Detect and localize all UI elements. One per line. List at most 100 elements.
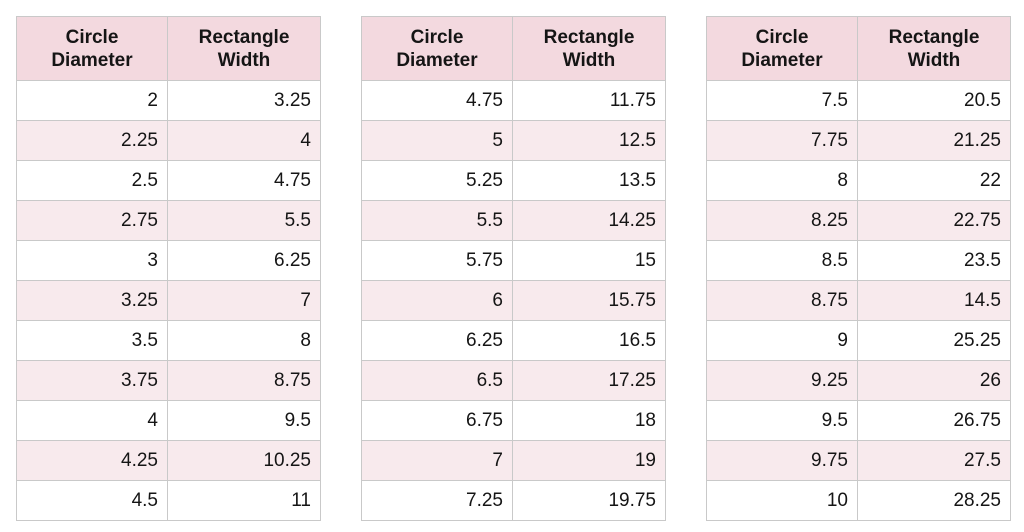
circle-diameter-cell: 2 [16, 80, 168, 121]
table-3: Circle Diameter Rectangle Width 7.5 20.5 7.7… [706, 16, 1011, 521]
table-2: Circle Diameter Rectangle Width 4.75 11.75 5… [361, 16, 666, 521]
circle-diameter-cell: 10 [706, 480, 858, 521]
rectangle-width-cell: 8 [167, 320, 321, 361]
rectangle-width-cell: 11.75 [512, 80, 666, 121]
circle-diameter-cell: 5 [361, 120, 513, 161]
table-row: 5.5 14.25 [361, 200, 666, 241]
table-row: 6.5 17.25 [361, 360, 666, 401]
rectangle-width-cell: 13.5 [512, 160, 666, 201]
rectangle-width-cell: 22 [857, 160, 1011, 201]
rectangle-width-cell: 18 [512, 400, 666, 441]
circle-diameter-cell: 2.75 [16, 200, 168, 241]
rectangle-width-cell: 12.5 [512, 120, 666, 161]
circle-diameter-cell: 9.25 [706, 360, 858, 401]
table-row: 3.75 8.75 [16, 360, 321, 401]
circle-diameter-cell: 6.5 [361, 360, 513, 401]
circle-diameter-cell: 7.75 [706, 120, 858, 161]
table-row: 3 6.25 [16, 240, 321, 281]
circle-diameter-cell: 6.25 [361, 320, 513, 361]
rectangle-width-header: Rectangle Width [167, 16, 321, 81]
table-row: 5 12.5 [361, 120, 666, 161]
table-row: 4 9.5 [16, 400, 321, 441]
header-row: Circle Diameter Rectangle Width [706, 16, 1011, 81]
table-row: 8.5 23.5 [706, 240, 1011, 281]
rectangle-width-cell: 14.25 [512, 200, 666, 241]
rectangle-width-cell: 15 [512, 240, 666, 281]
table-row: 7.25 19.75 [361, 480, 666, 521]
rectangle-width-cell: 6.25 [167, 240, 321, 281]
table-row: 4.75 11.75 [361, 80, 666, 121]
table-row: 6.25 16.5 [361, 320, 666, 361]
table-row: 5.75 15 [361, 240, 666, 281]
circle-diameter-cell: 9 [706, 320, 858, 361]
table-row: 7 19 [361, 440, 666, 481]
table-row: 2.25 4 [16, 120, 321, 161]
circle-diameter-cell: 8.5 [706, 240, 858, 281]
rectangle-width-cell: 28.25 [857, 480, 1011, 521]
rectangle-width-cell: 19 [512, 440, 666, 481]
rectangle-width-cell: 26 [857, 360, 1011, 401]
rectangle-width-cell: 4 [167, 120, 321, 161]
table-row: 4.25 10.25 [16, 440, 321, 481]
table-row: 8 22 [706, 160, 1011, 201]
circle-diameter-cell: 3.75 [16, 360, 168, 401]
circle-diameter-cell: 4.75 [361, 80, 513, 121]
rectangle-width-cell: 5.5 [167, 200, 321, 241]
circle-diameter-cell: 4.5 [16, 480, 168, 521]
table-row: 9 25.25 [706, 320, 1011, 361]
rectangle-width-cell: 26.75 [857, 400, 1011, 441]
circle-diameter-cell: 4 [16, 400, 168, 441]
rectangle-width-cell: 7 [167, 280, 321, 321]
table-row: 5.25 13.5 [361, 160, 666, 201]
table-1: Circle Diameter Rectangle Width 2 3.25 2.25 4… [16, 16, 321, 521]
table-row: 2.5 4.75 [16, 160, 321, 201]
rectangle-width-cell: 3.25 [167, 80, 321, 121]
table-row: 8.75 14.5 [706, 280, 1011, 321]
circle-diameter-cell: 5.75 [361, 240, 513, 281]
rectangle-width-cell: 20.5 [857, 80, 1011, 121]
circle-diameter-cell: 5.25 [361, 160, 513, 201]
circle-diameter-cell: 3.5 [16, 320, 168, 361]
rectangle-width-cell: 16.5 [512, 320, 666, 361]
rectangle-width-cell: 10.25 [167, 440, 321, 481]
circle-diameter-cell: 6.75 [361, 400, 513, 441]
rectangle-width-cell: 22.75 [857, 200, 1011, 241]
circle-diameter-cell: 3 [16, 240, 168, 281]
circle-diameter-cell: 7.5 [706, 80, 858, 121]
rectangle-width-header: Rectangle Width [857, 16, 1011, 81]
table-row: 2.75 5.5 [16, 200, 321, 241]
rectangle-width-cell: 14.5 [857, 280, 1011, 321]
rectangle-width-cell: 25.25 [857, 320, 1011, 361]
table-row: 7.5 20.5 [706, 80, 1011, 121]
circle-diameter-header: Circle Diameter [361, 16, 513, 81]
header-row: Circle Diameter Rectangle Width [16, 16, 321, 81]
table-row: 8.25 22.75 [706, 200, 1011, 241]
table-row: 9.5 26.75 [706, 400, 1011, 441]
table-row: 3.5 8 [16, 320, 321, 361]
circle-diameter-cell: 8.25 [706, 200, 858, 241]
rectangle-width-cell: 23.5 [857, 240, 1011, 281]
rectangle-width-cell: 9.5 [167, 400, 321, 441]
table-row: 6 15.75 [361, 280, 666, 321]
rectangle-width-cell: 8.75 [167, 360, 321, 401]
table-row: 4.5 11 [16, 480, 321, 521]
rectangle-width-cell: 27.5 [857, 440, 1011, 481]
rectangle-width-cell: 11 [167, 480, 321, 521]
rectangle-width-header: Rectangle Width [512, 16, 666, 81]
rectangle-width-cell: 17.25 [512, 360, 666, 401]
circle-diameter-cell: 4.25 [16, 440, 168, 481]
table-row: 10 28.25 [706, 480, 1011, 521]
circle-diameter-cell: 5.5 [361, 200, 513, 241]
circle-diameter-cell: 9.5 [706, 400, 858, 441]
circle-diameter-cell: 2.5 [16, 160, 168, 201]
table-row: 7.75 21.25 [706, 120, 1011, 161]
rectangle-width-cell: 15.75 [512, 280, 666, 321]
table-row: 9.25 26 [706, 360, 1011, 401]
circle-diameter-cell: 9.75 [706, 440, 858, 481]
circle-diameter-header: Circle Diameter [16, 16, 168, 81]
header-row: Circle Diameter Rectangle Width [361, 16, 666, 81]
circle-diameter-cell: 8.75 [706, 280, 858, 321]
circle-diameter-cell: 6 [361, 280, 513, 321]
circle-diameter-cell: 2.25 [16, 120, 168, 161]
table-row: 9.75 27.5 [706, 440, 1011, 481]
